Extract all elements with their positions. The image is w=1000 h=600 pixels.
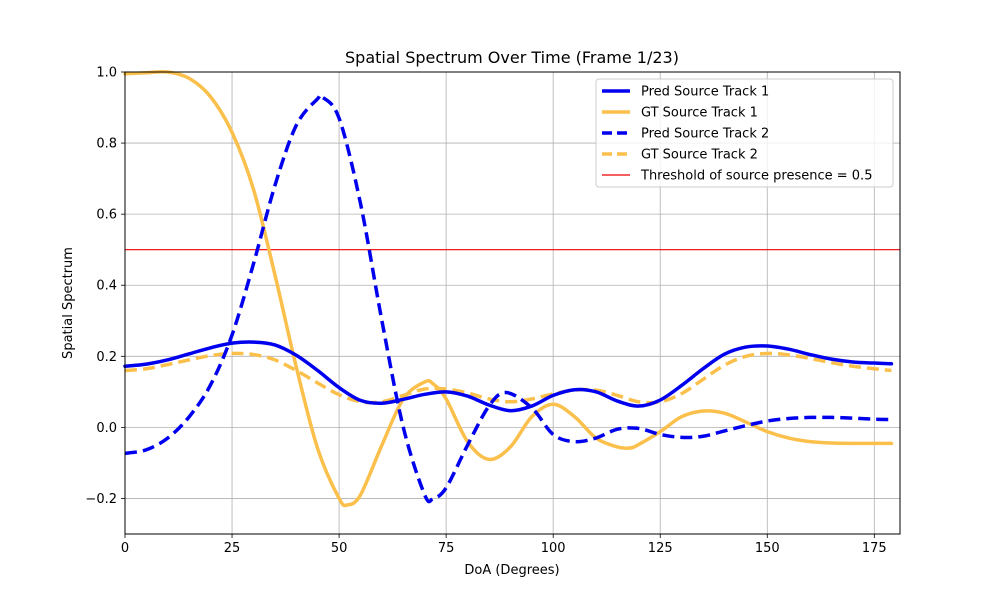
y-tick-label: 0.0 [96,421,117,436]
series-layer [123,69,894,508]
y-tick-label: −0.2 [85,492,117,507]
chart-title: Spatial Spectrum Over Time (Frame 1/23) [345,48,679,67]
axis-ticks: 0 25 50 75 100 125 150 175 −0.2 0.0 0.2 0.4 0.6 0.8 1.… [85,66,886,557]
y-tick-label: 0.4 [96,279,117,294]
legend-label: GT Source Track 1 [641,106,758,121]
legend-entries: Pred Source Track 1 GT Source Track 1 Pred… [602,85,872,184]
x-tick-label: 50 [331,541,348,556]
x-tick-label: 75 [438,541,455,556]
series-line-pred-source-track-1 [123,340,894,413]
legend-label: Pred Source Track 1 [641,85,769,100]
y-axis-label: Spatial Spectrum [61,247,76,359]
legend-label: Threshold of source presence = 0.5 [640,169,872,184]
y-tick-label: 0.6 [96,208,117,223]
y-tick-label: 0.8 [96,137,117,152]
y-tick-label: 0.2 [96,350,117,365]
plot-frame [124,71,901,535]
x-tick-label: 100 [541,541,566,556]
series-line-pred-source-track-2 [124,93,892,504]
x-tick-label: 0 [121,541,129,556]
legend-label: GT Source Track 2 [641,148,758,163]
x-tick-label: 150 [755,541,780,556]
legend-box [595,78,894,188]
legend: Pred Source Track 1 GT Source Track 1 Pred… [595,78,894,188]
x-tick-label: 25 [224,541,241,556]
x-axis-label: DoA (Degrees) [464,563,559,578]
x-tick-label: 125 [648,541,673,556]
series-line-gt-source-track-2 [124,351,892,405]
y-tick-label: 1.0 [96,66,117,81]
x-tick-label: 175 [862,541,887,556]
legend-label: Pred Source Track 2 [641,127,769,142]
